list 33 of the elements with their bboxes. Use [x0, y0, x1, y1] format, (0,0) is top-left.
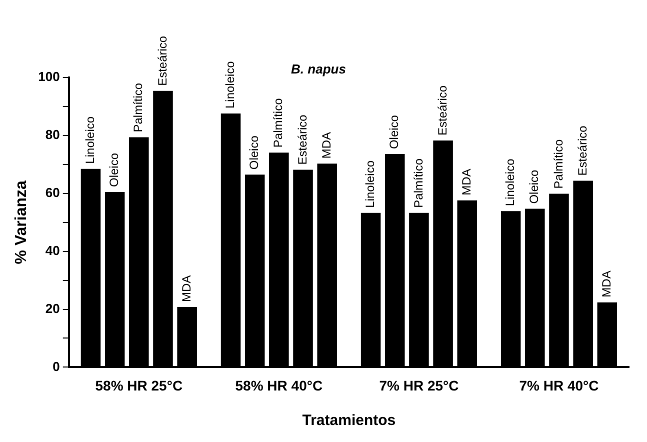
text: Oleico [387, 115, 402, 150]
x-tick-label: 58% HR 40°C [235, 377, 323, 394]
y-axis-title: % Varianza [13, 180, 30, 264]
x-tick-label: 58% HR 25°C [95, 377, 183, 394]
text: Esteárico [155, 36, 170, 86]
text: MDA [179, 275, 194, 302]
y-tick-label: 100 [38, 69, 60, 84]
text: MDA [319, 132, 334, 159]
x-axis-title: Tratamientos [302, 412, 396, 430]
text: Palmítico [271, 98, 286, 148]
text: MDA [599, 270, 614, 298]
text: Palmítico [551, 139, 566, 189]
text: Linoleico [503, 158, 518, 206]
x-tick-label: 7% HR 25°C [379, 377, 459, 394]
text: Esteárico [575, 126, 590, 176]
text: Oleico [527, 170, 542, 204]
y-tick-label: 40 [45, 242, 60, 258]
text: Linoleico [363, 160, 378, 208]
text: Linoleico [223, 61, 238, 109]
x-tick-label: 7% HR 40°C [519, 377, 599, 394]
text: Esteárico [435, 85, 450, 136]
text: Linoleico [83, 116, 98, 164]
text: Esteárico [295, 114, 310, 165]
text: Palmítico [131, 82, 146, 132]
text: Oleico [107, 152, 122, 187]
text: MDA [459, 168, 474, 196]
chart-title: B. napus [291, 61, 346, 76]
text: Oleico [247, 136, 262, 170]
y-tick-label: 60 [45, 185, 60, 200]
y-tick-label: 20 [45, 300, 60, 316]
y-tick-label: 0 [52, 358, 60, 374]
y-tick-label: 80 [45, 127, 60, 142]
text: Palmítico [411, 158, 426, 208]
